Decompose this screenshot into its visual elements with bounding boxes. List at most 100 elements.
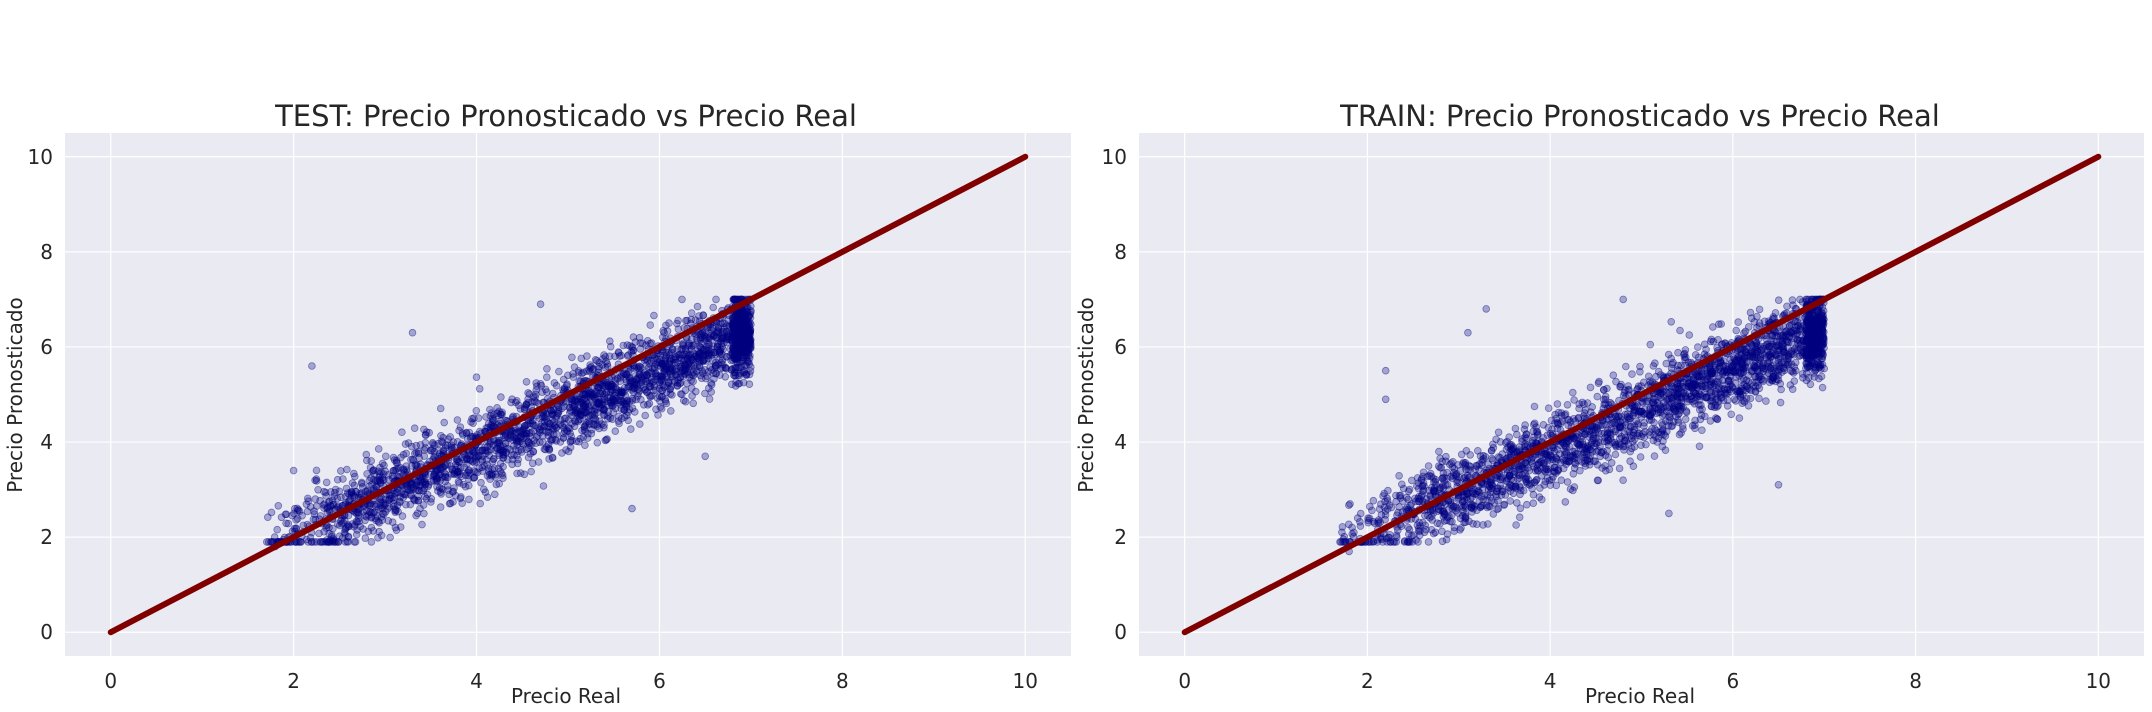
data-point bbox=[672, 371, 680, 380]
data-point bbox=[540, 413, 549, 422]
data-point bbox=[744, 334, 753, 342]
data-point bbox=[689, 368, 698, 377]
data-point bbox=[496, 446, 504, 455]
data-point bbox=[714, 328, 723, 337]
data-point bbox=[381, 467, 390, 476]
data-point bbox=[679, 366, 687, 375]
y-axis-label: Precio Pronosticado bbox=[3, 297, 27, 493]
data-point bbox=[731, 341, 740, 350]
data-point bbox=[718, 356, 727, 365]
data-point bbox=[732, 363, 741, 372]
data-point bbox=[689, 349, 698, 357]
data-point bbox=[599, 410, 608, 419]
data-point bbox=[1433, 519, 1442, 527]
data-point bbox=[707, 345, 716, 354]
data-point bbox=[284, 519, 293, 528]
data-point bbox=[608, 380, 616, 389]
data-point bbox=[352, 530, 361, 539]
data-point bbox=[536, 300, 545, 309]
data-point bbox=[1543, 431, 1552, 440]
data-point bbox=[729, 318, 738, 327]
data-point bbox=[713, 342, 722, 351]
data-point bbox=[514, 401, 523, 410]
data-point bbox=[372, 482, 381, 491]
data-point bbox=[343, 520, 352, 529]
data-point bbox=[687, 342, 695, 350]
data-point bbox=[718, 334, 726, 343]
data-point bbox=[1578, 398, 1587, 407]
data-point bbox=[602, 380, 611, 389]
data-point bbox=[462, 429, 471, 438]
data-point bbox=[654, 411, 662, 419]
data-point bbox=[686, 350, 695, 359]
data-point bbox=[673, 319, 681, 328]
data-point bbox=[488, 457, 497, 466]
data-point bbox=[666, 365, 674, 374]
data-point bbox=[512, 396, 521, 405]
data-point bbox=[729, 338, 737, 347]
data-point bbox=[721, 363, 730, 372]
data-point bbox=[738, 330, 747, 339]
data-point bbox=[425, 428, 434, 437]
data-point bbox=[731, 324, 739, 333]
data-point bbox=[745, 329, 753, 337]
data-point bbox=[1375, 505, 1384, 513]
data-point bbox=[391, 506, 399, 515]
data-point bbox=[402, 466, 411, 474]
data-point bbox=[676, 379, 684, 388]
data-point bbox=[647, 368, 655, 376]
data-point bbox=[738, 319, 747, 328]
data-point bbox=[630, 408, 639, 416]
data-point bbox=[421, 438, 430, 447]
data-point bbox=[732, 343, 741, 352]
data-point bbox=[611, 389, 619, 397]
data-point bbox=[696, 356, 704, 365]
data-point bbox=[422, 494, 431, 503]
data-point bbox=[730, 354, 739, 362]
data-point bbox=[699, 349, 708, 358]
data-point bbox=[609, 395, 617, 404]
data-point bbox=[329, 500, 337, 509]
data-point bbox=[581, 394, 590, 403]
data-point bbox=[699, 311, 707, 319]
data-point bbox=[743, 330, 752, 339]
data-point bbox=[304, 497, 313, 506]
data-point bbox=[465, 451, 473, 460]
data-point bbox=[310, 507, 318, 516]
data-point bbox=[415, 486, 424, 495]
data-point bbox=[537, 422, 545, 431]
data-point bbox=[307, 538, 316, 546]
data-point bbox=[1674, 361, 1682, 370]
data-point bbox=[339, 475, 347, 483]
data-point bbox=[507, 432, 515, 440]
data-point bbox=[635, 387, 644, 395]
data-point bbox=[616, 392, 625, 401]
data-point bbox=[1563, 400, 1572, 409]
data-point bbox=[453, 462, 462, 470]
data-point bbox=[1576, 466, 1584, 475]
data-point bbox=[1522, 473, 1531, 481]
data-point bbox=[494, 438, 503, 446]
data-point bbox=[740, 345, 749, 354]
data-point bbox=[689, 377, 697, 386]
data-point bbox=[613, 374, 622, 383]
data-point bbox=[532, 433, 541, 441]
data-point bbox=[681, 361, 689, 369]
data-point bbox=[671, 370, 680, 379]
data-point bbox=[578, 396, 586, 405]
data-point bbox=[312, 502, 321, 510]
data-point bbox=[1530, 402, 1539, 411]
data-point bbox=[540, 422, 548, 431]
data-point bbox=[737, 328, 745, 337]
data-point bbox=[570, 363, 579, 371]
data-point bbox=[589, 390, 598, 399]
data-point bbox=[699, 357, 707, 366]
data-point bbox=[563, 427, 572, 436]
data-point bbox=[1568, 388, 1577, 397]
data-point bbox=[370, 508, 379, 516]
data-point bbox=[625, 376, 634, 385]
data-point bbox=[489, 455, 498, 464]
data-point bbox=[341, 530, 350, 538]
data-point bbox=[682, 350, 691, 359]
